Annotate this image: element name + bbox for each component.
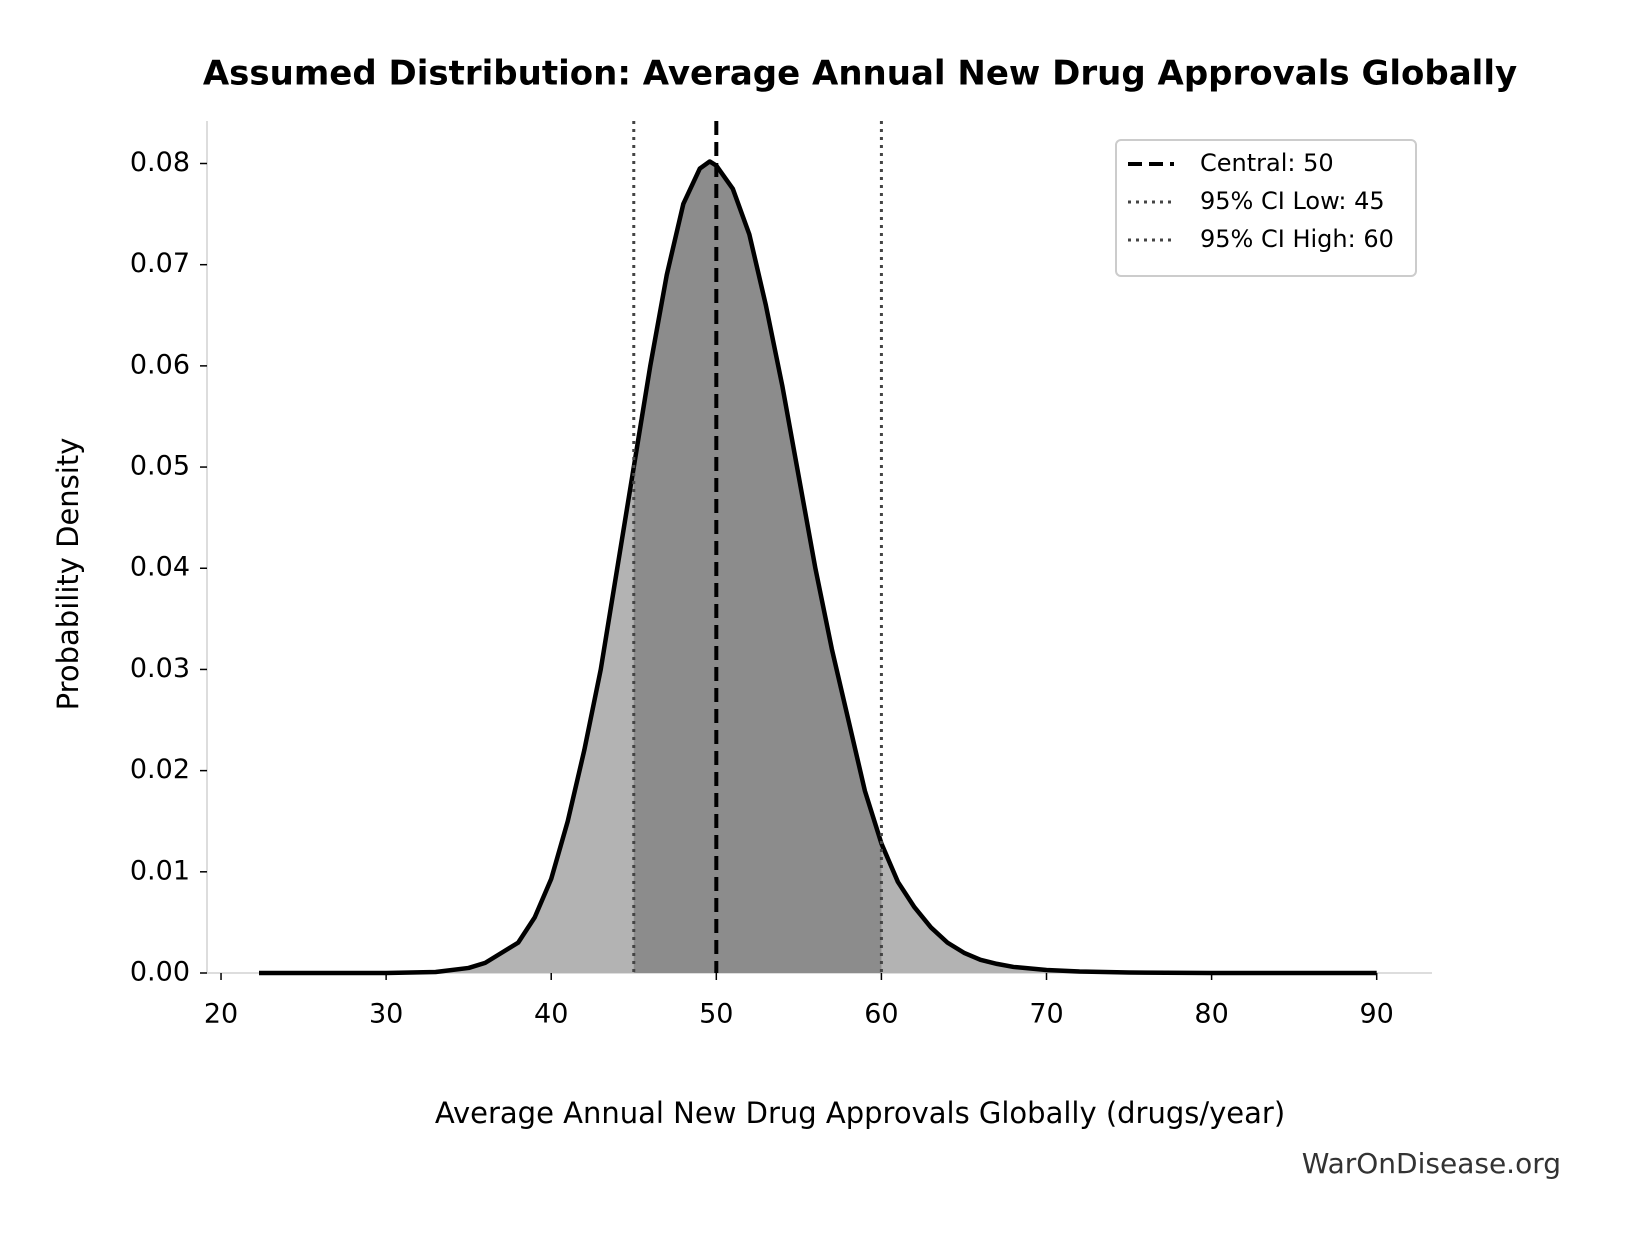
x-axis-label: Average Annual New Drug Approvals Global… [435, 1096, 1285, 1130]
y-axis-label: Probability Density [51, 438, 85, 711]
watermark: WarOnDisease.org [1302, 1147, 1561, 1180]
y-tick-label: 0.01 [130, 855, 190, 886]
y-tick-label: 0.08 [130, 147, 190, 178]
x-tick-label: 70 [1029, 999, 1063, 1030]
x-tick-label: 80 [1194, 999, 1228, 1030]
x-tick-label: 60 [864, 999, 898, 1030]
y-tick-label: 0.07 [130, 248, 190, 279]
legend-label: 95% CI Low: 45 [1200, 187, 1385, 215]
legend-label: Central: 50 [1200, 149, 1334, 177]
x-tick-label: 30 [369, 999, 403, 1030]
y-tick-label: 0.05 [130, 451, 190, 482]
ci-area [633, 161, 882, 974]
chart-title: Assumed Distribution: Average Annual New… [203, 54, 1517, 94]
x-tick-label: 90 [1360, 999, 1394, 1030]
y-tick-label: 0.04 [130, 552, 190, 583]
x-tick-label: 20 [204, 999, 238, 1030]
y-tick-label: 0.02 [130, 754, 190, 785]
legend-label: 95% CI High: 60 [1200, 225, 1394, 253]
legend-box [1115, 139, 1417, 277]
y-tick-label: 0.03 [130, 653, 190, 684]
y-tick-label: 0.06 [130, 349, 190, 380]
x-tick-label: 40 [534, 999, 568, 1030]
density-line [259, 159, 1377, 976]
y-tick-label: 0.00 [130, 957, 190, 988]
x-tick-label: 50 [699, 999, 733, 1030]
